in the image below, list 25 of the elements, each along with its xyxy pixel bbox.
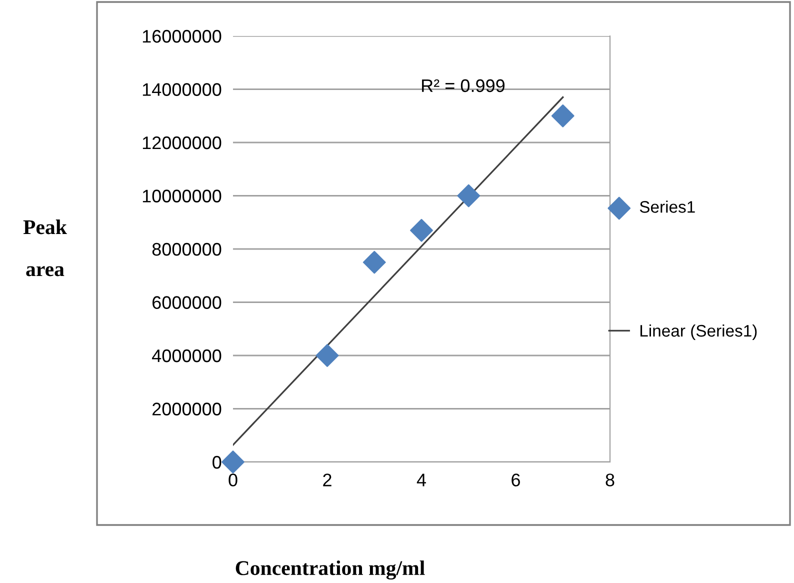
text: Peak area: [23, 220, 67, 276]
y-tick-label: 8000000: [152, 242, 222, 256]
x-axis-title: Concentration mg/ml: [236, 560, 425, 580]
y-tick-label: 2000000: [152, 402, 222, 416]
y-tick-label: 12000000: [142, 136, 222, 150]
legend-label: Linear (Series1): [640, 324, 757, 340]
point: [410, 218, 433, 242]
point: [457, 184, 480, 208]
y-tick-label: 16000000: [142, 30, 222, 43]
point: [551, 104, 574, 128]
x-tick-label: 2: [323, 474, 332, 486]
point: [222, 450, 244, 474]
y-tick-label: 0: [212, 456, 222, 469]
x-tick-label: 4: [416, 474, 426, 486]
x-tick-label: 0: [228, 474, 238, 486]
y-tick-label: 6000000: [152, 296, 222, 309]
x-tick-label: 6: [512, 474, 520, 486]
y-tick-label: 14000000: [142, 83, 222, 96]
point: [362, 250, 386, 274]
legend-label: Series1: [640, 200, 695, 213]
y-tick-label: 4000000: [152, 349, 222, 362]
annotation: R² = 0.999: [422, 79, 505, 92]
y-tick-label: 10000000: [142, 190, 222, 202]
point: [316, 344, 339, 367]
x-tick-label: 8: [606, 474, 614, 486]
